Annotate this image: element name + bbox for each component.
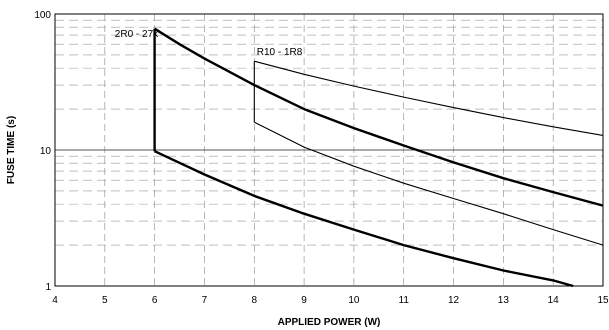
y-tick-label: 10	[40, 146, 52, 157]
x-tick-label: 9	[301, 295, 307, 306]
x-tick-label: 6	[152, 295, 158, 306]
series-group	[153, 27, 604, 288]
tick-labels: 4 5 6 7 8 9 10 11 12 13 14 15 1 10 100	[34, 10, 609, 306]
x-tick-label: 8	[251, 295, 257, 306]
plot-frame	[54, 13, 604, 287]
y-tick-label: 100	[34, 10, 51, 21]
series-line-4	[254, 60, 604, 136]
x-tick-label: 11	[399, 295, 410, 306]
x-tick-label: 4	[52, 295, 58, 306]
x-tick-label: 15	[597, 295, 609, 306]
x-tick-label: 12	[448, 295, 460, 306]
x-tick-label: 14	[548, 295, 560, 306]
x-tick-label: 13	[498, 295, 510, 306]
series-line-1	[153, 27, 604, 207]
series-group-label: R10 - 1R8	[257, 47, 303, 58]
x-tick-label: 7	[202, 295, 208, 306]
x-tick-label: 10	[348, 295, 360, 306]
y-axis-title: FUSE TIME (s)	[6, 116, 17, 184]
series-group-label: 2R0 - 27k	[115, 29, 159, 40]
grid	[55, 14, 603, 286]
series-line-5	[254, 121, 604, 246]
x-axis-title: APPLIED POWER (W)	[278, 317, 381, 328]
annotations: 2R0 - 27k R10 - 1R8	[115, 29, 303, 58]
y-tick-label: 1	[45, 282, 51, 293]
x-tick-label: 5	[102, 295, 108, 306]
series-line-2	[154, 150, 574, 288]
